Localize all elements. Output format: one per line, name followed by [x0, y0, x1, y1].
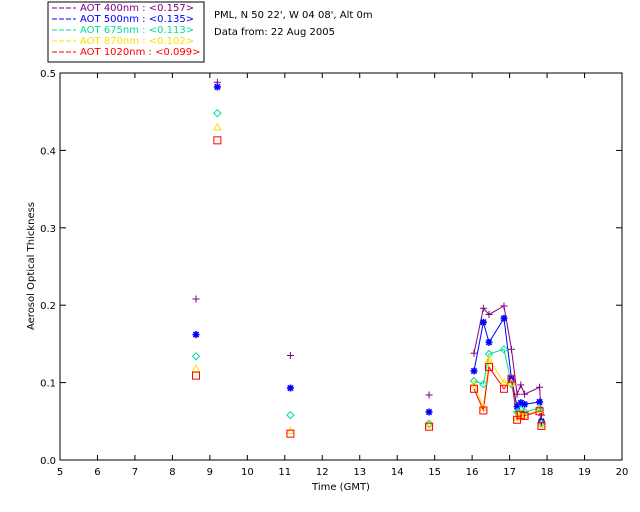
data-point [507, 345, 515, 353]
x-tick-label: 15 [428, 467, 441, 478]
series-line-1 [473, 316, 542, 422]
data-point [536, 383, 544, 391]
data-point [213, 122, 222, 131]
data-points [191, 78, 546, 438]
data-point [507, 374, 516, 383]
data-point [479, 318, 487, 326]
legend-entry: AOT 870nm : <0.102> [80, 36, 194, 47]
y-tick-label: 0.4 [40, 146, 56, 157]
data-point [535, 405, 544, 413]
data-point [425, 391, 433, 399]
data-point [192, 371, 201, 380]
data-point [537, 421, 546, 430]
data-point [484, 363, 493, 372]
data-point [286, 384, 294, 392]
data-point [286, 429, 295, 438]
data-point [479, 379, 488, 389]
y-axis-label: Aerosol Optical Thickness [26, 202, 37, 330]
data-point [470, 367, 478, 375]
data-point [499, 384, 508, 393]
data-point [535, 403, 544, 413]
data-point [213, 83, 221, 91]
date-info: Data from: 22 Aug 2005 [214, 27, 335, 38]
y-tick-label: 0.5 [40, 69, 56, 80]
x-axis-label: Time (GMT) [311, 482, 370, 493]
site-info: PML, N 50 22', W 04 08', Alt 0m [214, 10, 373, 21]
x-tick-label: 17 [503, 467, 516, 478]
data-point [535, 407, 544, 416]
x-tick-label: 14 [391, 467, 404, 478]
data-point [484, 349, 494, 359]
axis-ticks: 5 6 7 8 9 10 11 12 13 14 15 16 17 18 19 20 0.0 0.1 0.2 0.3 0… [40, 69, 628, 478]
data-point [513, 390, 521, 398]
data-point [470, 349, 478, 357]
data-point [500, 302, 508, 310]
data-point [500, 314, 508, 322]
data-point [286, 410, 295, 420]
y-tick-label: 0.0 [40, 456, 56, 467]
legend-entry: AOT 400nm : <0.157> [80, 3, 194, 14]
data-point [479, 406, 488, 415]
data-point [521, 400, 529, 408]
data-point [286, 352, 294, 360]
data-point [479, 304, 487, 312]
data-point [485, 310, 493, 318]
data-point [425, 422, 434, 431]
data-point [424, 420, 434, 429]
y-tick-label: 0.3 [40, 224, 56, 235]
data-point [469, 379, 479, 388]
x-tick-label: 13 [353, 467, 366, 478]
data-point [499, 345, 509, 354]
x-tick-label: 16 [466, 467, 479, 478]
data-point [191, 364, 201, 372]
data-point [191, 352, 201, 361]
data-point [537, 419, 546, 428]
data-point [425, 408, 433, 416]
data-point [424, 419, 434, 428]
x-tick-label: 9 [207, 467, 213, 478]
data-point [517, 381, 525, 389]
x-tick-label: 5 [57, 467, 63, 478]
x-tick-label: 8 [169, 467, 175, 478]
data-point [192, 331, 200, 339]
series-line-0 [473, 305, 542, 416]
legend: AOT 400nm : <0.157>AOT 500nm : <0.135>AO… [52, 3, 200, 58]
legend-entry: AOT 500nm : <0.135> [80, 14, 194, 25]
x-tick-label: 20 [616, 467, 629, 478]
data-point [192, 295, 200, 303]
x-tick-label: 10 [241, 467, 254, 478]
x-tick-label: 19 [578, 467, 591, 478]
x-tick-label: 18 [541, 467, 554, 478]
data-point [213, 136, 222, 145]
plot-frame [59, 72, 623, 461]
data-point [484, 354, 494, 363]
x-tick-label: 6 [94, 467, 100, 478]
data-point [470, 384, 479, 393]
series-line-4 [473, 365, 542, 427]
data-point [485, 338, 493, 346]
y-tick-label: 0.2 [40, 301, 56, 312]
x-tick-label: 12 [316, 467, 329, 478]
data-point [520, 411, 529, 420]
data-point [512, 412, 522, 421]
data-point [213, 109, 222, 118]
x-tick-label: 11 [278, 467, 291, 478]
legend-entry: AOT 1020nm : <0.099> [80, 47, 200, 58]
data-point [469, 376, 479, 386]
x-tick-label: 7 [132, 467, 138, 478]
data-point [521, 390, 529, 398]
legend-entry: AOT 675nm : <0.113> [80, 25, 194, 36]
y-tick-label: 0.1 [40, 379, 56, 390]
